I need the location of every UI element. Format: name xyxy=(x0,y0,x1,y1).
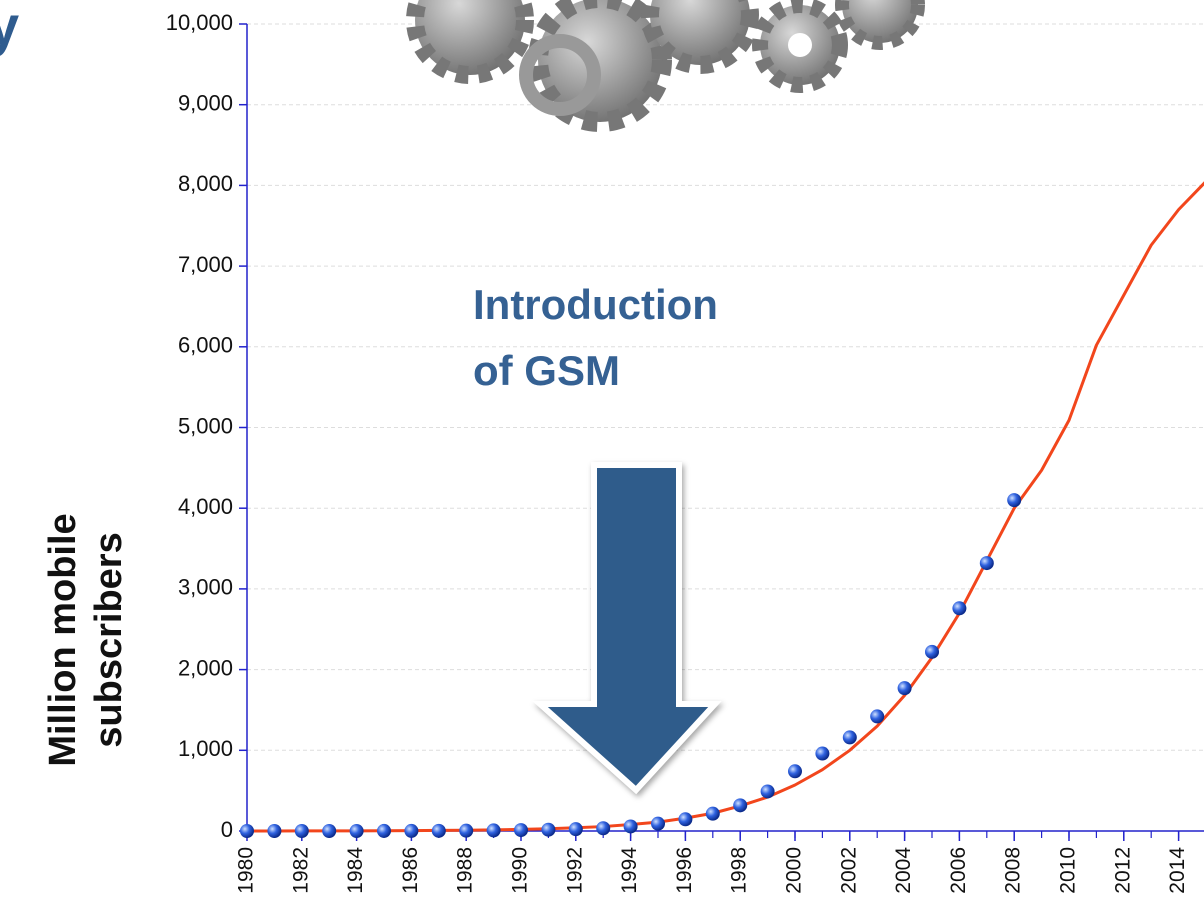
y-axis-label: subscribers xyxy=(88,532,130,747)
x-tick-label: 1996 xyxy=(673,847,696,894)
y-tick-label: 3,000 xyxy=(178,575,233,600)
x-tick-label: 2000 xyxy=(783,847,806,894)
y-tick-label: 9,000 xyxy=(178,91,233,116)
data-point xyxy=(404,824,418,838)
y-tick-label: 1,000 xyxy=(178,736,233,761)
data-point xyxy=(843,730,857,744)
data-point xyxy=(980,556,994,570)
gears xyxy=(415,0,918,122)
y-tick-label: 10,000 xyxy=(166,10,233,35)
data-point xyxy=(541,823,555,837)
data-point xyxy=(870,709,884,723)
data-point xyxy=(952,601,966,615)
data-point xyxy=(624,819,638,833)
data-point xyxy=(706,807,720,821)
data-point xyxy=(267,824,281,838)
data-point xyxy=(569,822,583,836)
x-tick-label: 1982 xyxy=(289,847,312,894)
x-tick-label: 1990 xyxy=(509,847,532,894)
fit-line xyxy=(247,181,1204,831)
y-tick-label: 0 xyxy=(221,817,233,842)
data-point xyxy=(377,824,391,838)
annotation: of GSM xyxy=(473,347,620,394)
x-tick-label: 1998 xyxy=(728,847,751,894)
title: y xyxy=(0,0,19,57)
data-point xyxy=(322,824,336,838)
annotation: Introduction xyxy=(473,281,718,328)
data-point xyxy=(487,823,501,837)
data-point xyxy=(1007,493,1021,507)
data-point xyxy=(240,824,254,838)
data-point xyxy=(898,681,912,695)
y-tick-label: 7,000 xyxy=(178,252,233,277)
y-tick-label: 6,000 xyxy=(178,333,233,358)
y-tick-label: 5,000 xyxy=(178,413,233,438)
x-tick-label: 2002 xyxy=(837,847,860,894)
x-tick-label: 2010 xyxy=(1057,847,1080,894)
y-tick-label: 8,000 xyxy=(178,171,233,196)
chart: y Million mobile subscribers Introductio… xyxy=(0,0,1204,923)
y-tick-label: 4,000 xyxy=(178,494,233,519)
data-point xyxy=(432,824,446,838)
x-tick-label: 1992 xyxy=(563,847,586,894)
data-point xyxy=(514,823,528,837)
data-point xyxy=(651,817,665,831)
data-point xyxy=(815,747,829,761)
x-tick-label: 1986 xyxy=(399,847,422,894)
data-point xyxy=(788,764,802,778)
x-tick-label: 2004 xyxy=(892,847,915,894)
x-tick-label: 1984 xyxy=(344,847,367,894)
y-axis-label: Million mobile xyxy=(42,513,84,766)
arrow xyxy=(540,465,715,790)
data-point xyxy=(459,824,473,838)
data-point xyxy=(925,645,939,659)
y-tick-label: 2,000 xyxy=(178,655,233,680)
x-tick-label: 2014 xyxy=(1166,847,1189,894)
data-point xyxy=(761,784,775,798)
data-point xyxy=(733,798,747,812)
data-point xyxy=(678,812,692,826)
x-tick-label: 1980 xyxy=(235,847,258,894)
x-tick-label: 2008 xyxy=(1002,847,1025,894)
data-point xyxy=(295,824,309,838)
x-tick-label: 1994 xyxy=(618,847,641,894)
x-tick-label: 2012 xyxy=(1111,847,1134,894)
data-point xyxy=(350,824,364,838)
x-tick-label: 1988 xyxy=(454,847,477,894)
x-tick-label: 2006 xyxy=(947,847,970,894)
data-point xyxy=(596,821,610,835)
